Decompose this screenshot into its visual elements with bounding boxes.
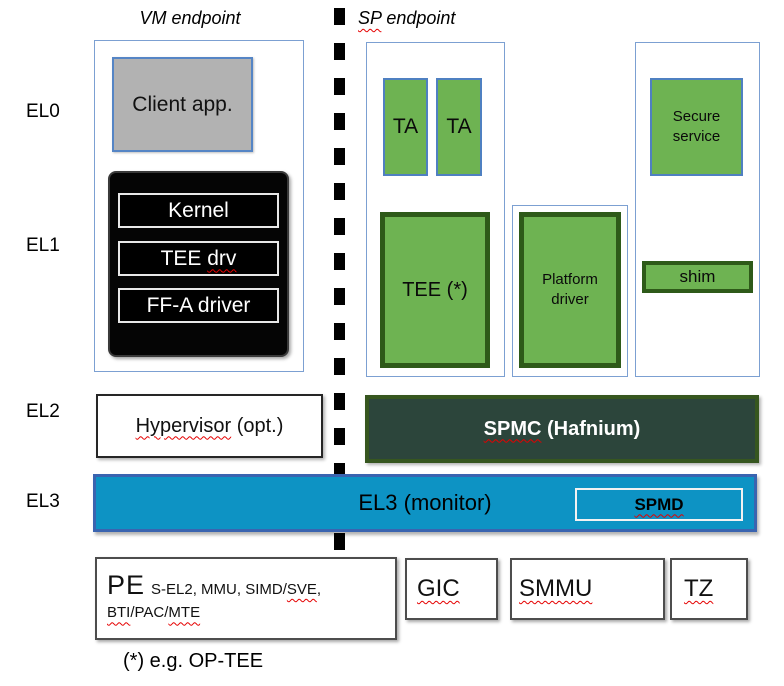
pe-features-bti: BTI (107, 604, 131, 622)
kernel-label: Kernel (168, 198, 229, 222)
tee-drv-label: TEE drv (161, 247, 237, 271)
pe-features: S-EL2, MMU, SIMD/SVE, BTI/PAC/MTE (107, 581, 321, 621)
el3-monitor-label: EL3 (monitor) (358, 490, 492, 515)
sp-endpoint-title-rest: endpoint (381, 8, 456, 28)
footnote: (*) e.g. OP-TEE (123, 650, 264, 672)
hypervisor-label-word: Hypervisor (135, 414, 232, 437)
secure-service-box: Secure service (650, 78, 743, 176)
hypervisor-box: Hypervisor (opt.) (96, 394, 323, 458)
pe-features-d2: , (316, 581, 322, 598)
pe-label: PE (107, 570, 146, 600)
kernel-stack-panel: Kernel TEE drv FF-A driver (108, 171, 289, 357)
tz-label: TZ (684, 575, 714, 602)
tz-box: TZ (670, 558, 748, 620)
ta-box-2: TA (436, 78, 482, 176)
sp-container-tee (366, 42, 505, 377)
pe-features-sve: SVE (286, 581, 317, 598)
spmc-label: SPMC (Hafnium) (484, 418, 641, 441)
spmc-label-rest: (Hafnium) (541, 417, 641, 440)
ta-label-2: TA (446, 115, 472, 138)
pe-features-d3: /PAC/ (130, 604, 169, 622)
ffa-driver-box: FF-A driver (118, 288, 279, 323)
spmd-label: SPMD (634, 494, 684, 514)
sp-container-secure-service (635, 42, 760, 377)
sp-container-platform (512, 205, 628, 377)
tee-drv-label-pre: TEE (160, 246, 208, 270)
vm-endpoint-container (94, 40, 304, 372)
hypervisor-label-rest: (opt.) (231, 414, 284, 437)
kernel-box: Kernel (118, 193, 279, 228)
gic-label: GIC (417, 575, 460, 602)
client-app-box: Client app. (112, 57, 253, 152)
tee-drv-box: TEE drv (118, 241, 279, 276)
ffa-driver-label: FF-A driver (146, 293, 251, 317)
ta-label-1: TA (392, 115, 419, 138)
pe-box: PE S-EL2, MMU, SIMD/SVE, BTI/PAC/MTE (95, 557, 397, 640)
el3-label: EL3 (26, 491, 60, 512)
vm-endpoint-title: VM endpoint (139, 8, 241, 28)
client-app-label: Client app. (132, 92, 233, 116)
shim-box: shim (642, 261, 753, 293)
gic-box: GIC (405, 558, 498, 620)
smmu-label: SMMU (519, 575, 593, 602)
tee-box: TEE (*) (380, 212, 490, 368)
smmu-box: SMMU (510, 558, 665, 620)
sp-endpoint-title-word: SP (358, 8, 382, 28)
el3-monitor-bar: EL3 (monitor) (93, 474, 757, 532)
pe-features-mte: MTE (168, 604, 201, 622)
hypervisor-label: Hypervisor (opt.) (136, 415, 284, 438)
el0-label: EL0 (26, 101, 60, 122)
spmc-label-word: SPMC (483, 417, 542, 440)
tee-label: TEE (*) (402, 278, 468, 301)
platform-driver-label: Platform driver (542, 270, 598, 308)
el2-label: EL2 (26, 401, 60, 422)
platform-driver-box: Platform driver (519, 212, 621, 368)
spmc-box: SPMC (Hafnium) (365, 395, 759, 463)
tee-drv-label-word: drv (207, 246, 237, 270)
sp-endpoint-title: SP endpoint (358, 8, 455, 29)
pe-features-d1: S-EL2, MMU, SIMD/ (151, 581, 287, 598)
ta-box-1: TA (383, 78, 428, 176)
spmd-box: SPMD (575, 488, 743, 521)
shim-label: shim (679, 267, 716, 286)
el1-label: EL1 (26, 235, 60, 256)
vm-sp-divider-line (334, 8, 345, 556)
secure-service-label: Secure service (672, 107, 721, 145)
